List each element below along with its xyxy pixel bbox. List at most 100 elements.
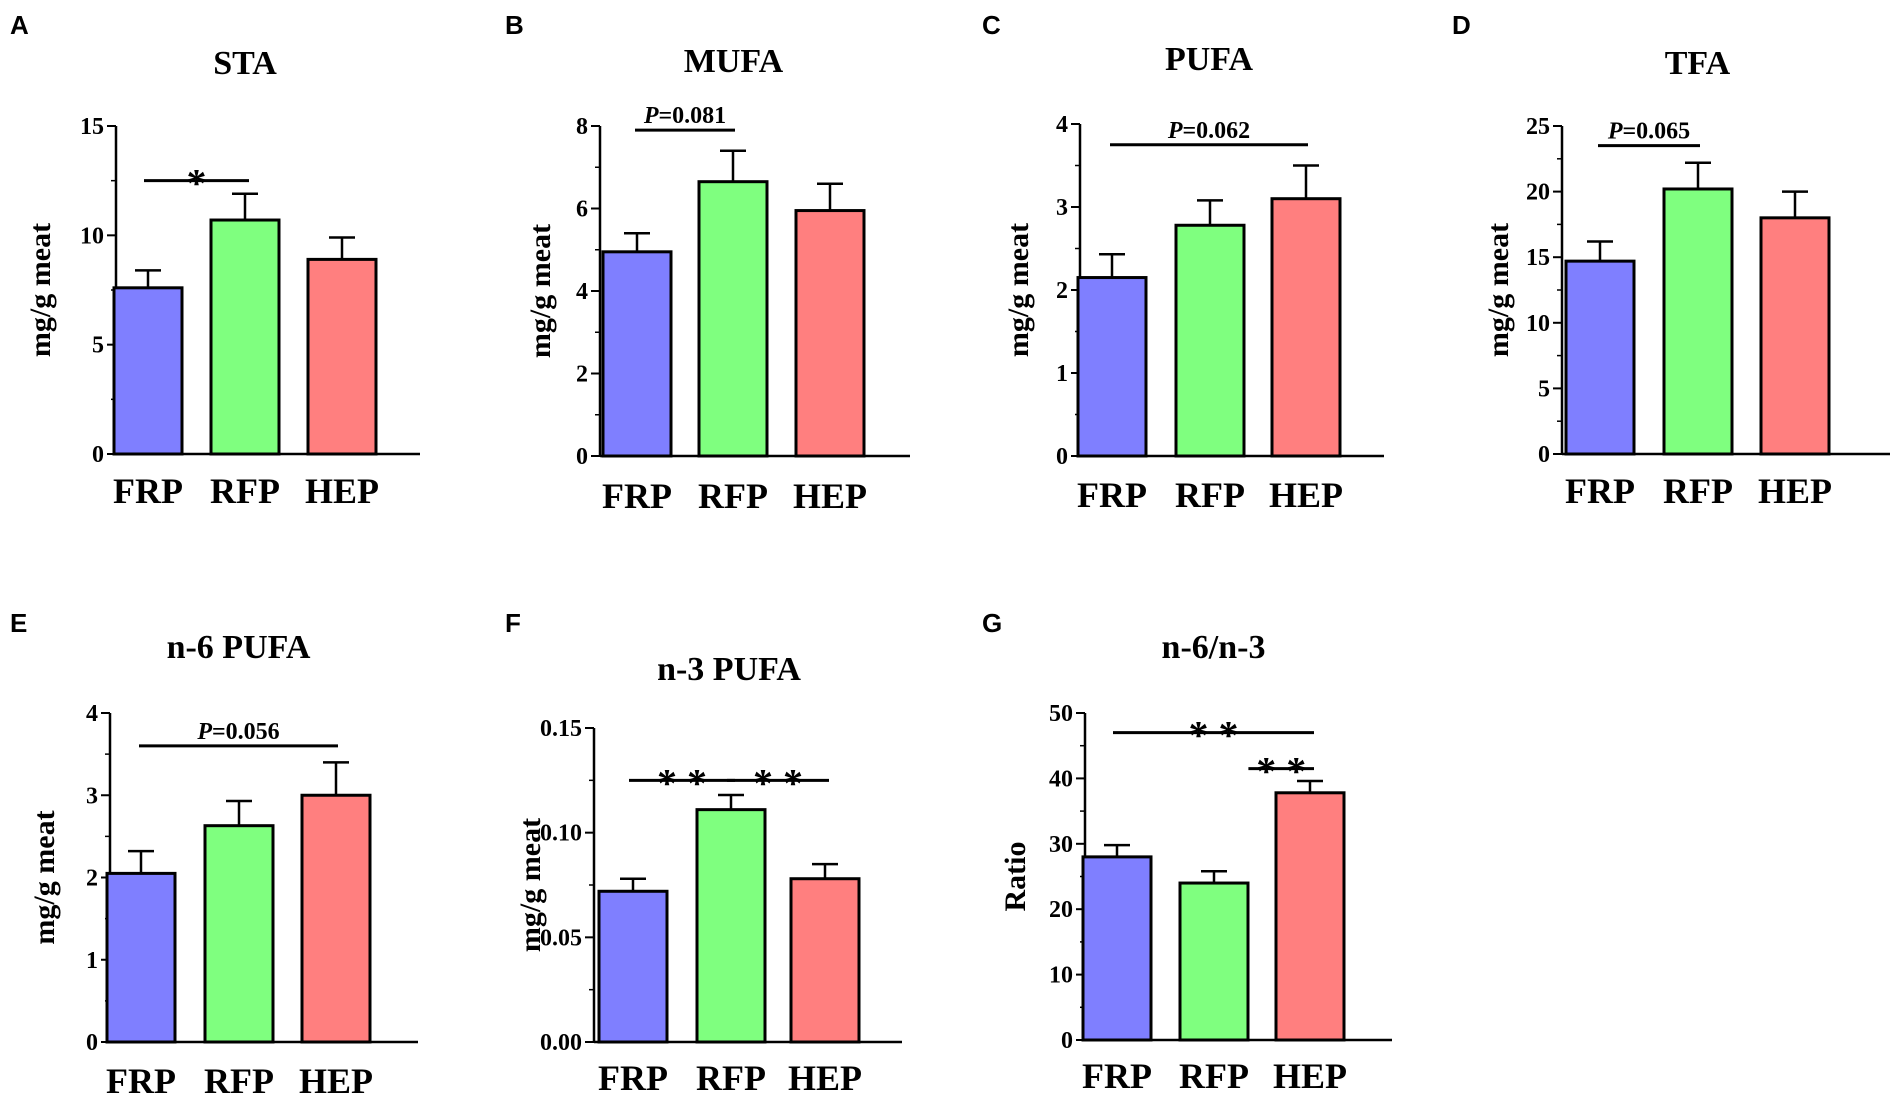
panel-c-letter: C bbox=[982, 10, 1001, 40]
panel-f-sig-label: * * bbox=[657, 760, 707, 805]
panel-b-letter: B bbox=[505, 10, 524, 40]
panel-b-ytick-label: 0 bbox=[576, 444, 588, 470]
panel-d-ytick-label: 20 bbox=[1526, 180, 1550, 206]
panel-g-xtick-label: HEP bbox=[1273, 1056, 1347, 1096]
panel-g-sig-label: * * bbox=[1256, 749, 1306, 794]
panel-f-bar-frp bbox=[597, 889, 669, 1044]
panel-d-ytick-label: 5 bbox=[1538, 376, 1550, 402]
panel-b-xtick-label: FRP bbox=[602, 476, 672, 516]
panel-e-bar-rfp bbox=[203, 824, 275, 1044]
panel-d-ytick-label: 15 bbox=[1526, 245, 1550, 271]
panel-c-bar-rfp bbox=[1174, 223, 1246, 458]
panel-f-ylabel: mg/g meat bbox=[514, 818, 547, 952]
panel-b-bar-rfp bbox=[697, 180, 769, 458]
panel-d-xtick-label: HEP bbox=[1758, 471, 1832, 511]
panel-d-ytick-label: 25 bbox=[1526, 114, 1550, 140]
panel-d-letter: D bbox=[1452, 10, 1471, 40]
panel-a-xtick-label: HEP bbox=[305, 471, 379, 511]
panel-d-xtick-label: RFP bbox=[1663, 471, 1733, 511]
panel-c-ytick-label: 4 bbox=[1056, 112, 1068, 138]
panel-a-xtick-label: RFP bbox=[210, 471, 280, 511]
panel-a-xtick-label: FRP bbox=[113, 471, 183, 511]
panel-f-ytick-label: 0.00 bbox=[540, 1030, 582, 1056]
panel-d-bar-rfp bbox=[1662, 187, 1734, 456]
panel-c-xtick-label: HEP bbox=[1269, 475, 1343, 515]
panel-e-bar-frp bbox=[105, 871, 177, 1044]
panel-e-title: n-6 PUFA bbox=[167, 629, 311, 666]
panel-e-ytick-label: 2 bbox=[86, 866, 98, 892]
panel-a-ytick-label: 0 bbox=[92, 442, 104, 468]
panel-e-xtick-label: HEP bbox=[299, 1061, 373, 1100]
panel-g-ytick-label: 50 bbox=[1049, 701, 1073, 727]
panel-c-xtick-label: RFP bbox=[1175, 475, 1245, 515]
panel-c-ytick-label: 2 bbox=[1056, 278, 1068, 304]
panel-d-ylabel: mg/g meat bbox=[1482, 223, 1515, 357]
panel-d-ytick-label: 0 bbox=[1538, 442, 1550, 468]
panel-a-ylabel: mg/g meat bbox=[24, 223, 57, 357]
panel-b-ylabel: mg/g meat bbox=[524, 224, 557, 358]
panel-a-ytick-label: 5 bbox=[92, 333, 104, 359]
panel-b-ytick-label: 6 bbox=[576, 197, 588, 223]
panel-d-bar-hep bbox=[1759, 216, 1831, 456]
panel-g-xtick-label: RFP bbox=[1179, 1056, 1249, 1096]
panel-e-bar-hep bbox=[300, 793, 372, 1044]
panel-e-ylabel: mg/g meat bbox=[28, 810, 61, 944]
panel-g-sig-label: * * bbox=[1189, 713, 1239, 758]
panel-g-ylabel: Ratio bbox=[999, 842, 1032, 912]
panel-a-bar-rfp bbox=[209, 218, 281, 456]
panel-f-xtick-label: FRP bbox=[598, 1058, 668, 1098]
panel-e-ytick-label: 4 bbox=[86, 701, 98, 727]
panel-d-bar-frp bbox=[1564, 259, 1636, 456]
panel-a-title: STA bbox=[213, 45, 277, 82]
panel-c-bar-hep bbox=[1270, 197, 1342, 458]
panel-c-ytick-label: 3 bbox=[1056, 195, 1068, 221]
panel-g-title: n-6/n-3 bbox=[1162, 629, 1266, 666]
panel-g-xtick-label: FRP bbox=[1082, 1056, 1152, 1096]
panel-g-ytick-label: 10 bbox=[1049, 963, 1073, 989]
panel-e-ytick-label: 1 bbox=[86, 948, 98, 974]
panel-e-ytick-label: 0 bbox=[86, 1030, 98, 1056]
panel-b-bar-hep bbox=[794, 209, 866, 458]
panel-f-letter: F bbox=[505, 608, 521, 638]
panel-g-letter: G bbox=[982, 608, 1002, 638]
panel-c-bar-frp bbox=[1076, 276, 1148, 458]
panel-f-ytick-label: 0.05 bbox=[540, 925, 582, 951]
panel-g-bar-frp bbox=[1081, 855, 1153, 1042]
panel-d-sig-label: P=0.065 bbox=[1607, 119, 1690, 145]
panel-g-ytick-label: 0 bbox=[1061, 1028, 1073, 1054]
panel-e-letter: E bbox=[10, 608, 27, 638]
panel-b-xtick-label: RFP bbox=[698, 476, 768, 516]
panel-c-title: PUFA bbox=[1165, 41, 1254, 78]
panel-e-xtick-label: FRP bbox=[106, 1061, 176, 1100]
panel-e-sig-label: P=0.056 bbox=[196, 719, 279, 745]
panel-d-title: TFA bbox=[1665, 45, 1731, 82]
panel-g-bar-hep bbox=[1274, 791, 1346, 1042]
panel-f-sig-label: * * bbox=[753, 760, 803, 805]
panel-a-ytick-label: 15 bbox=[80, 114, 104, 140]
panel-a-ytick-label: 10 bbox=[80, 223, 104, 249]
panel-c-xtick-label: FRP bbox=[1077, 475, 1147, 515]
panel-e-xtick-label: RFP bbox=[204, 1061, 274, 1100]
panel-b-sig-label: P=0.081 bbox=[643, 103, 726, 129]
panel-b-ytick-label: 2 bbox=[576, 362, 588, 388]
panel-b-title: MUFA bbox=[684, 43, 784, 80]
panel-a-sig-label: * bbox=[187, 161, 207, 206]
panel-b-ytick-label: 8 bbox=[576, 114, 588, 140]
panel-b-ytick-label: 4 bbox=[576, 279, 588, 305]
panel-c-sig-label: P=0.062 bbox=[1167, 118, 1250, 144]
panel-f-xtick-label: HEP bbox=[788, 1058, 862, 1098]
panel-c-ylabel: mg/g meat bbox=[1002, 223, 1035, 357]
panel-g-bar-rfp bbox=[1178, 881, 1250, 1042]
panel-f-ytick-label: 0.15 bbox=[540, 716, 582, 742]
panel-f-bar-rfp bbox=[695, 808, 767, 1044]
panel-f-title: n-3 PUFA bbox=[657, 651, 801, 688]
panel-f-bar-hep bbox=[789, 877, 861, 1044]
panel-d-xtick-label: FRP bbox=[1565, 471, 1635, 511]
panel-g-ytick-label: 30 bbox=[1049, 832, 1073, 858]
panel-a-bar-hep bbox=[306, 257, 378, 456]
panel-a-bar-frp bbox=[112, 286, 184, 456]
panel-b-bar-frp bbox=[601, 250, 673, 458]
panel-e-ytick-label: 3 bbox=[86, 783, 98, 809]
panel-c-ytick-label: 1 bbox=[1056, 361, 1068, 387]
